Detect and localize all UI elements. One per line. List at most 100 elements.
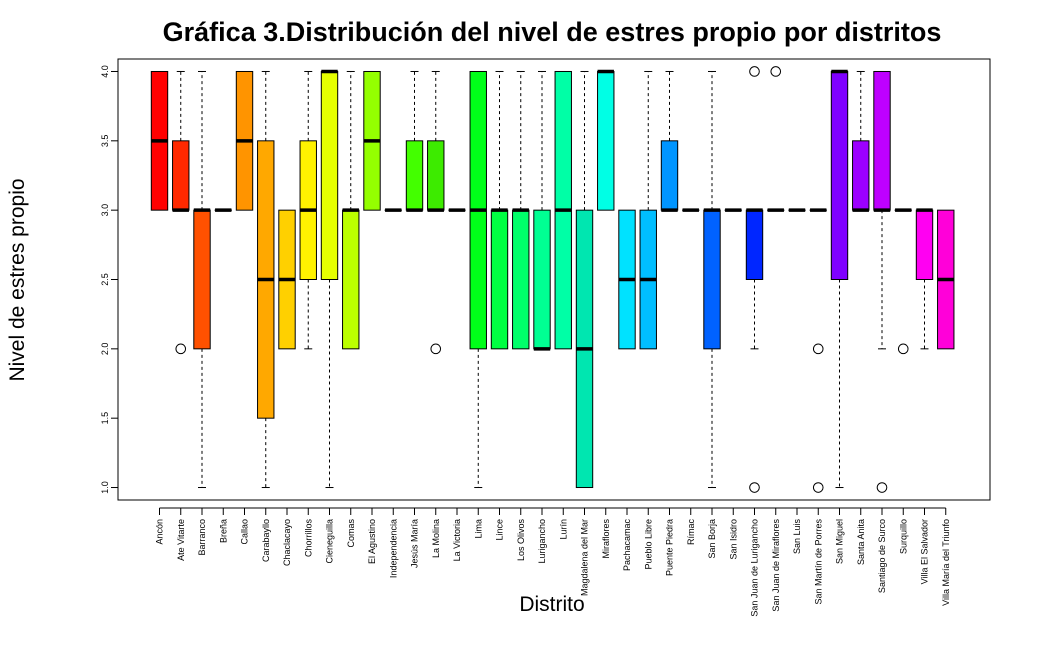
y-axis: 1.0 1.5 2.0 2.5 3.0 3.5 4.0	[100, 65, 119, 494]
box-18	[533, 70, 551, 351]
box-body	[852, 140, 870, 211]
box-13	[427, 70, 445, 355]
box-2	[193, 70, 211, 489]
x-tick-label: Independencia	[388, 519, 398, 578]
box-22	[618, 209, 636, 350]
box-23	[639, 70, 657, 350]
x-tick-label: Breña	[218, 519, 228, 543]
outlier-point	[812, 343, 824, 355]
box-body	[703, 209, 721, 350]
box-17	[512, 70, 530, 350]
x-tick-label: San Isidro	[728, 519, 738, 560]
x-tick-label: San Juan de Miraflores	[771, 519, 781, 612]
outlier-point	[897, 343, 909, 355]
boxes-group	[150, 66, 955, 493]
x-tick-label: El Agustino	[367, 519, 377, 564]
x-tick-label: San Juan de Lurigancho	[750, 519, 760, 617]
y-tick-label: 1.5	[100, 412, 110, 425]
outlier-point	[175, 343, 187, 355]
x-tick-label: Los Olivos	[516, 519, 526, 562]
box-body	[830, 70, 849, 281]
x-tick-label: Carabayllo	[261, 519, 271, 562]
box-24	[660, 70, 679, 212]
outlier-point	[749, 482, 760, 493]
box-body	[490, 209, 509, 350]
box-7	[299, 70, 317, 350]
box-body	[512, 209, 530, 350]
box-33	[852, 70, 870, 212]
box-37	[937, 209, 955, 350]
x-tick-label: Lince	[495, 519, 505, 541]
y-tick-label: 2.5	[100, 273, 110, 286]
box-0	[150, 70, 169, 211]
x-tick-label: Ate Vitarte	[176, 519, 186, 561]
box-body	[320, 70, 339, 281]
x-tick-label: Ancón	[155, 519, 165, 545]
x-tick-label: Santiago de Surco	[877, 519, 887, 593]
y-tick-label: 3.0	[100, 204, 110, 217]
box-20	[575, 70, 594, 489]
box-body	[405, 140, 424, 211]
x-tick-label: Lurigancho	[537, 519, 547, 564]
box-8	[320, 69, 339, 489]
box-body	[660, 140, 679, 211]
outlier-point	[430, 343, 442, 355]
box-26	[703, 70, 721, 489]
box-body	[342, 209, 360, 350]
box-34	[873, 70, 891, 493]
x-tick-label: San Martín de Porres	[813, 519, 823, 605]
y-tick-label: 3.5	[100, 135, 110, 148]
outlier-point	[770, 66, 782, 77]
x-axis-title: Distrito	[519, 593, 584, 616]
x-tick-label: Jesús María	[410, 519, 420, 568]
x-tick-label: San Luis	[792, 519, 802, 555]
box-19	[554, 70, 572, 350]
box-body	[745, 209, 764, 280]
box-16	[490, 70, 509, 350]
box-5	[257, 70, 275, 489]
y-tick-label: 2.0	[100, 343, 110, 356]
x-tick-label: Pueblo Libre	[643, 519, 653, 570]
box-10	[363, 70, 381, 211]
x-tick-label: La Molina	[431, 519, 441, 558]
y-axis-title: Nivel de estres propio	[6, 178, 29, 381]
box-body	[172, 140, 190, 211]
x-tick-label: Villa María del Triunfo	[941, 519, 951, 606]
box-body	[193, 209, 211, 350]
box-15	[469, 70, 487, 489]
x-tick-label: Comas	[346, 519, 356, 548]
x-tick-label: Villa El Salvador	[920, 519, 930, 584]
x-tick-label: Santa Anita	[856, 519, 866, 565]
box-12	[405, 70, 424, 212]
box-4	[235, 70, 254, 211]
x-tick-label: Lurín	[558, 519, 568, 540]
x-tick-label: Pachacamac	[622, 519, 632, 572]
box-21	[597, 69, 615, 211]
box-body	[873, 70, 891, 211]
y-tick-label: 4.0	[100, 65, 110, 78]
box-1	[172, 70, 190, 355]
outlier-point	[812, 482, 824, 493]
x-tick-label: San Miguel	[835, 519, 845, 564]
x-tick-label: Magdalena del Mar	[580, 519, 590, 596]
x-axis: Ancón Ate Vitarte Barranco Breña Callao Carab…	[155, 507, 951, 617]
outlier-point	[749, 66, 760, 77]
box-9	[342, 70, 360, 350]
x-tick-label: La Victoria	[452, 519, 462, 561]
y-tick-label: 1.0	[100, 481, 110, 494]
x-tick-label: Puente Piedra	[665, 519, 675, 576]
box-31	[809, 208, 827, 493]
x-tick-label: Surquillo	[898, 519, 908, 554]
box-35	[894, 208, 912, 355]
outlier-point	[876, 482, 888, 493]
chart-title: Gráfica 3.Distribución del nivel de estr…	[163, 17, 942, 47]
x-tick-label: Chorrillos	[303, 519, 313, 558]
box-28	[745, 66, 764, 493]
box-6	[278, 209, 296, 350]
x-tick-label: Cieneguilla	[325, 519, 335, 564]
box-body	[533, 209, 551, 350]
box-body	[597, 70, 615, 211]
x-tick-label: San Borja	[707, 519, 717, 559]
box-body	[915, 209, 934, 280]
